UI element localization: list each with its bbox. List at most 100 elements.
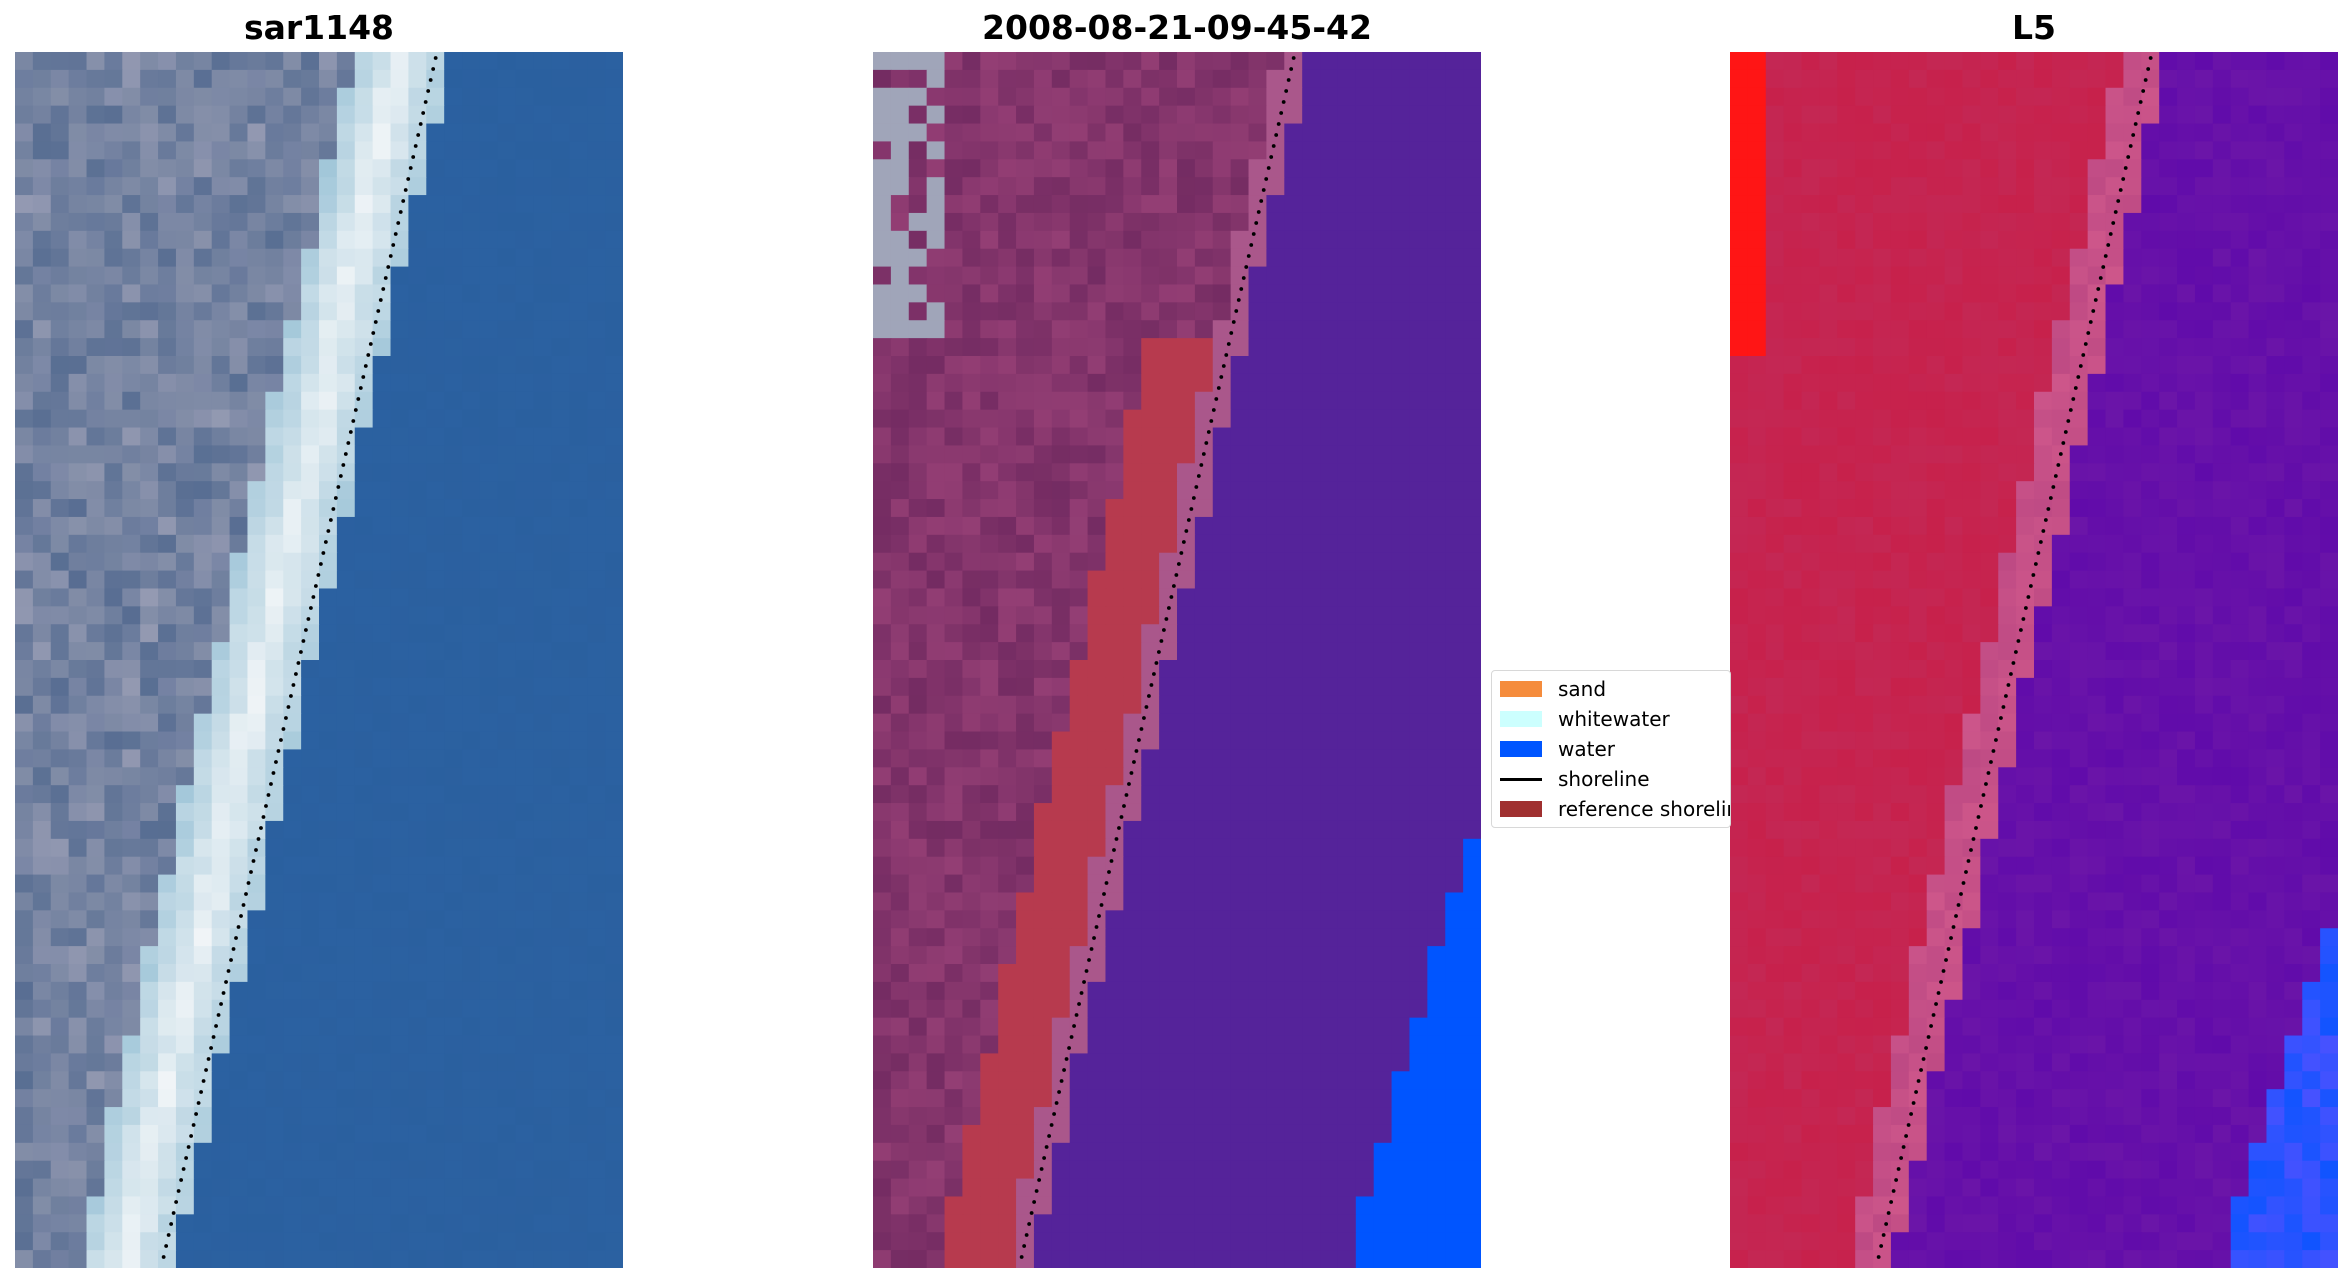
image-pixel [68,320,88,339]
image-pixel [408,1178,427,1198]
image-pixel [1105,105,1124,125]
image-pixel [890,928,910,947]
image-pixel [998,1196,1017,1215]
image-pixel [1087,499,1107,518]
image-pixel [319,1107,338,1126]
image-pixel [551,749,570,768]
image-pixel [462,177,481,196]
image-pixel [1284,52,1303,71]
image-pixel [1212,105,1232,125]
image-pixel [301,356,320,375]
image-pixel [587,320,606,339]
image-pixel [122,892,141,911]
image-pixel [1284,248,1303,268]
shoreline-dot [1157,650,1161,654]
image-pixel [926,284,946,303]
image-pixel [1141,1142,1160,1162]
image-pixel [1087,1053,1107,1072]
image-pixel [426,177,445,196]
image-pixel [462,1071,481,1090]
image-pixel [533,141,553,160]
image-pixel [1212,230,1232,250]
image-pixel [926,52,946,71]
image-pixel [1212,838,1232,858]
image-pixel [1302,570,1321,590]
image-pixel [1320,248,1339,268]
image-pixel [587,105,606,125]
image-pixel [1141,302,1160,321]
image-pixel [301,677,320,697]
image-pixel [926,695,946,715]
shoreline-dot [266,793,271,797]
image-pixel [1837,69,1856,89]
image-pixel [68,427,88,447]
image-pixel [944,248,964,268]
image-pixel [944,159,964,178]
image-pixel [1427,1142,1446,1162]
image-pixel [32,302,52,321]
image-pixel [104,999,123,1019]
image-pixel [1141,1053,1160,1072]
image-pixel [319,606,338,625]
image-pixel [390,1107,410,1126]
image-pixel [158,999,177,1019]
image-pixel [533,481,553,500]
image-pixel [15,677,34,697]
image-pixel [605,409,623,429]
image-pixel [605,767,623,786]
image-pixel [104,373,123,393]
image-pixel [1087,445,1107,464]
image-pixel [890,409,910,429]
probability-image [1730,52,2338,1268]
image-pixel [908,212,928,232]
image-pixel [265,624,284,643]
image-pixel [408,427,427,447]
image-pixel [15,785,34,804]
image-pixel [283,427,302,447]
image-pixel [229,642,249,661]
image-pixel [140,820,159,840]
image-pixel [175,177,195,196]
image-pixel [1266,1196,1285,1215]
image-pixel [32,159,52,178]
image-pixel [944,928,964,947]
image-pixel [140,373,159,393]
shoreline-dot [259,826,263,830]
image-pixel [158,373,177,393]
image-pixel [86,320,106,339]
image-pixel [926,767,946,786]
image-pixel [533,928,553,947]
image-pixel [890,230,910,250]
image-pixel [1373,856,1393,876]
image-pixel [211,516,231,536]
image-pixel [2141,69,2160,89]
image-pixel [444,910,463,929]
image-pixel [372,552,392,572]
image-pixel [15,1178,34,1198]
image-pixel [479,856,499,876]
image-pixel [533,874,553,894]
image-pixel [158,212,177,232]
image-pixel [998,624,1017,643]
image-pixel [1284,463,1303,482]
image-pixel [122,338,141,357]
image-pixel [569,1196,588,1215]
image-pixel [1409,910,1428,929]
image-pixel [1123,177,1142,196]
image-pixel [873,1053,892,1072]
image-pixel [515,999,535,1019]
image-pixel [1177,159,1196,178]
image-pixel [980,52,999,71]
image-pixel [980,981,999,1001]
image-pixel [68,624,88,643]
image-pixel [1033,695,1053,715]
image-pixel [1141,481,1160,500]
image-pixel [265,1250,284,1268]
image-pixel [354,481,374,500]
image-pixel [86,785,106,804]
image-pixel [890,373,910,393]
image-pixel [605,284,623,303]
image-pixel [104,695,123,715]
image-pixel [319,695,338,715]
image-pixel [1783,69,1803,89]
